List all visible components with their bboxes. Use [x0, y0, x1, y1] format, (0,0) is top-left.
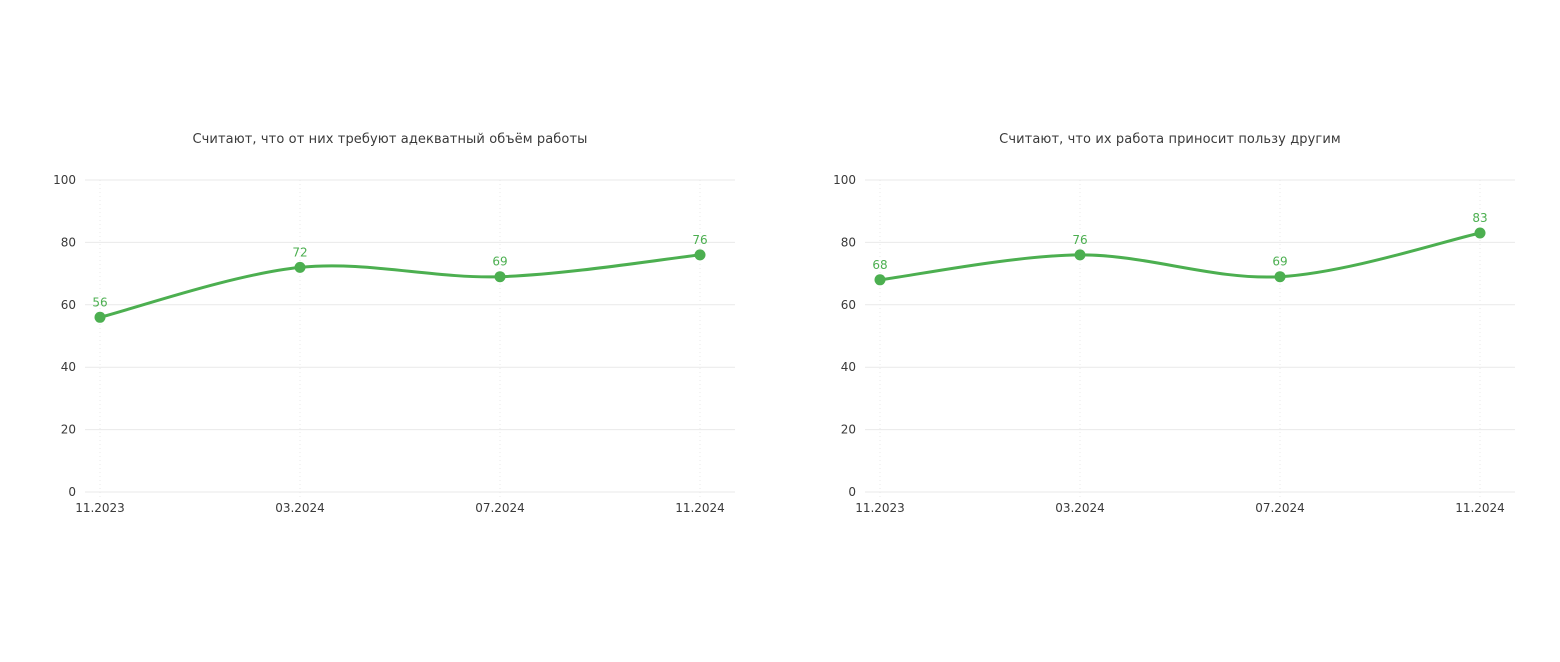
y-axis-tick-label: 0 [68, 485, 76, 499]
x-axis-tick-label: 07.2024 [475, 501, 525, 515]
data-point-marker[interactable] [1274, 271, 1286, 283]
y-axis-tick-label: 0 [848, 485, 856, 499]
series-line [98, 253, 702, 319]
x-axis-tick-label: 03.2024 [1055, 501, 1105, 515]
x-axis-tick-label: 11.2024 [675, 501, 725, 515]
y-axis-tick-label: 20 [841, 423, 856, 437]
y-axis-tick-label: 60 [61, 298, 76, 312]
y-axis-tick-label: 20 [61, 423, 76, 437]
y-axis-tick-label: 80 [61, 235, 76, 249]
data-point-label: 83 [1472, 211, 1487, 225]
x-axis-tick-label: 11.2024 [1455, 501, 1505, 515]
y-axis-tick-label: 100 [53, 173, 76, 187]
chart-title-workload: Считают, что от них требуют адекватный о… [192, 132, 588, 147]
data-point-label: 72 [292, 245, 307, 259]
data-point-marker[interactable] [494, 271, 506, 283]
x-axis-tick-label: 11.2023 [855, 501, 905, 515]
chart-title-usefulness: Считают, что их работа приносит пользу д… [999, 132, 1341, 147]
series-line [878, 231, 1482, 282]
y-axis-tick-label: 40 [61, 360, 76, 374]
y-axis-tick-label: 80 [841, 235, 856, 249]
chart-card-workload: Считают, что от них требуют адекватный о… [53, 132, 735, 515]
data-point-marker[interactable] [94, 311, 106, 323]
data-point-label: 68 [872, 258, 887, 272]
chart-card-usefulness: Считают, что их работа приносит пользу д… [780, 0, 1560, 662]
x-axis-tick-label: 03.2024 [275, 501, 325, 515]
x-axis-tick-label: 11.2023 [75, 501, 125, 515]
x-axis-tick-label: 07.2024 [1255, 501, 1305, 515]
data-point-marker[interactable] [1474, 227, 1486, 239]
data-point-marker[interactable] [294, 261, 306, 273]
y-axis-tick-label: 40 [841, 360, 856, 374]
line-chart-workload: 0 20 40 60 80 100 11.2023 03.2024 07.2024 11.2024… [53, 173, 735, 515]
data-point-label: 76 [1072, 233, 1087, 247]
data-point-label: 69 [1272, 255, 1287, 269]
data-point-marker[interactable] [694, 249, 706, 261]
data-point-label: 56 [92, 295, 107, 309]
data-point-label: 76 [692, 233, 707, 247]
y-axis-tick-label: 60 [841, 298, 856, 312]
y-axis-tick-label: 100 [833, 173, 856, 187]
line-chart-usefulness: 0 20 40 60 80 100 11.2023 03.2024 07.2024 11.2024… [833, 173, 1515, 515]
data-point-marker[interactable] [874, 274, 886, 286]
data-point-label: 69 [492, 255, 507, 269]
data-point-marker[interactable] [1074, 249, 1086, 261]
